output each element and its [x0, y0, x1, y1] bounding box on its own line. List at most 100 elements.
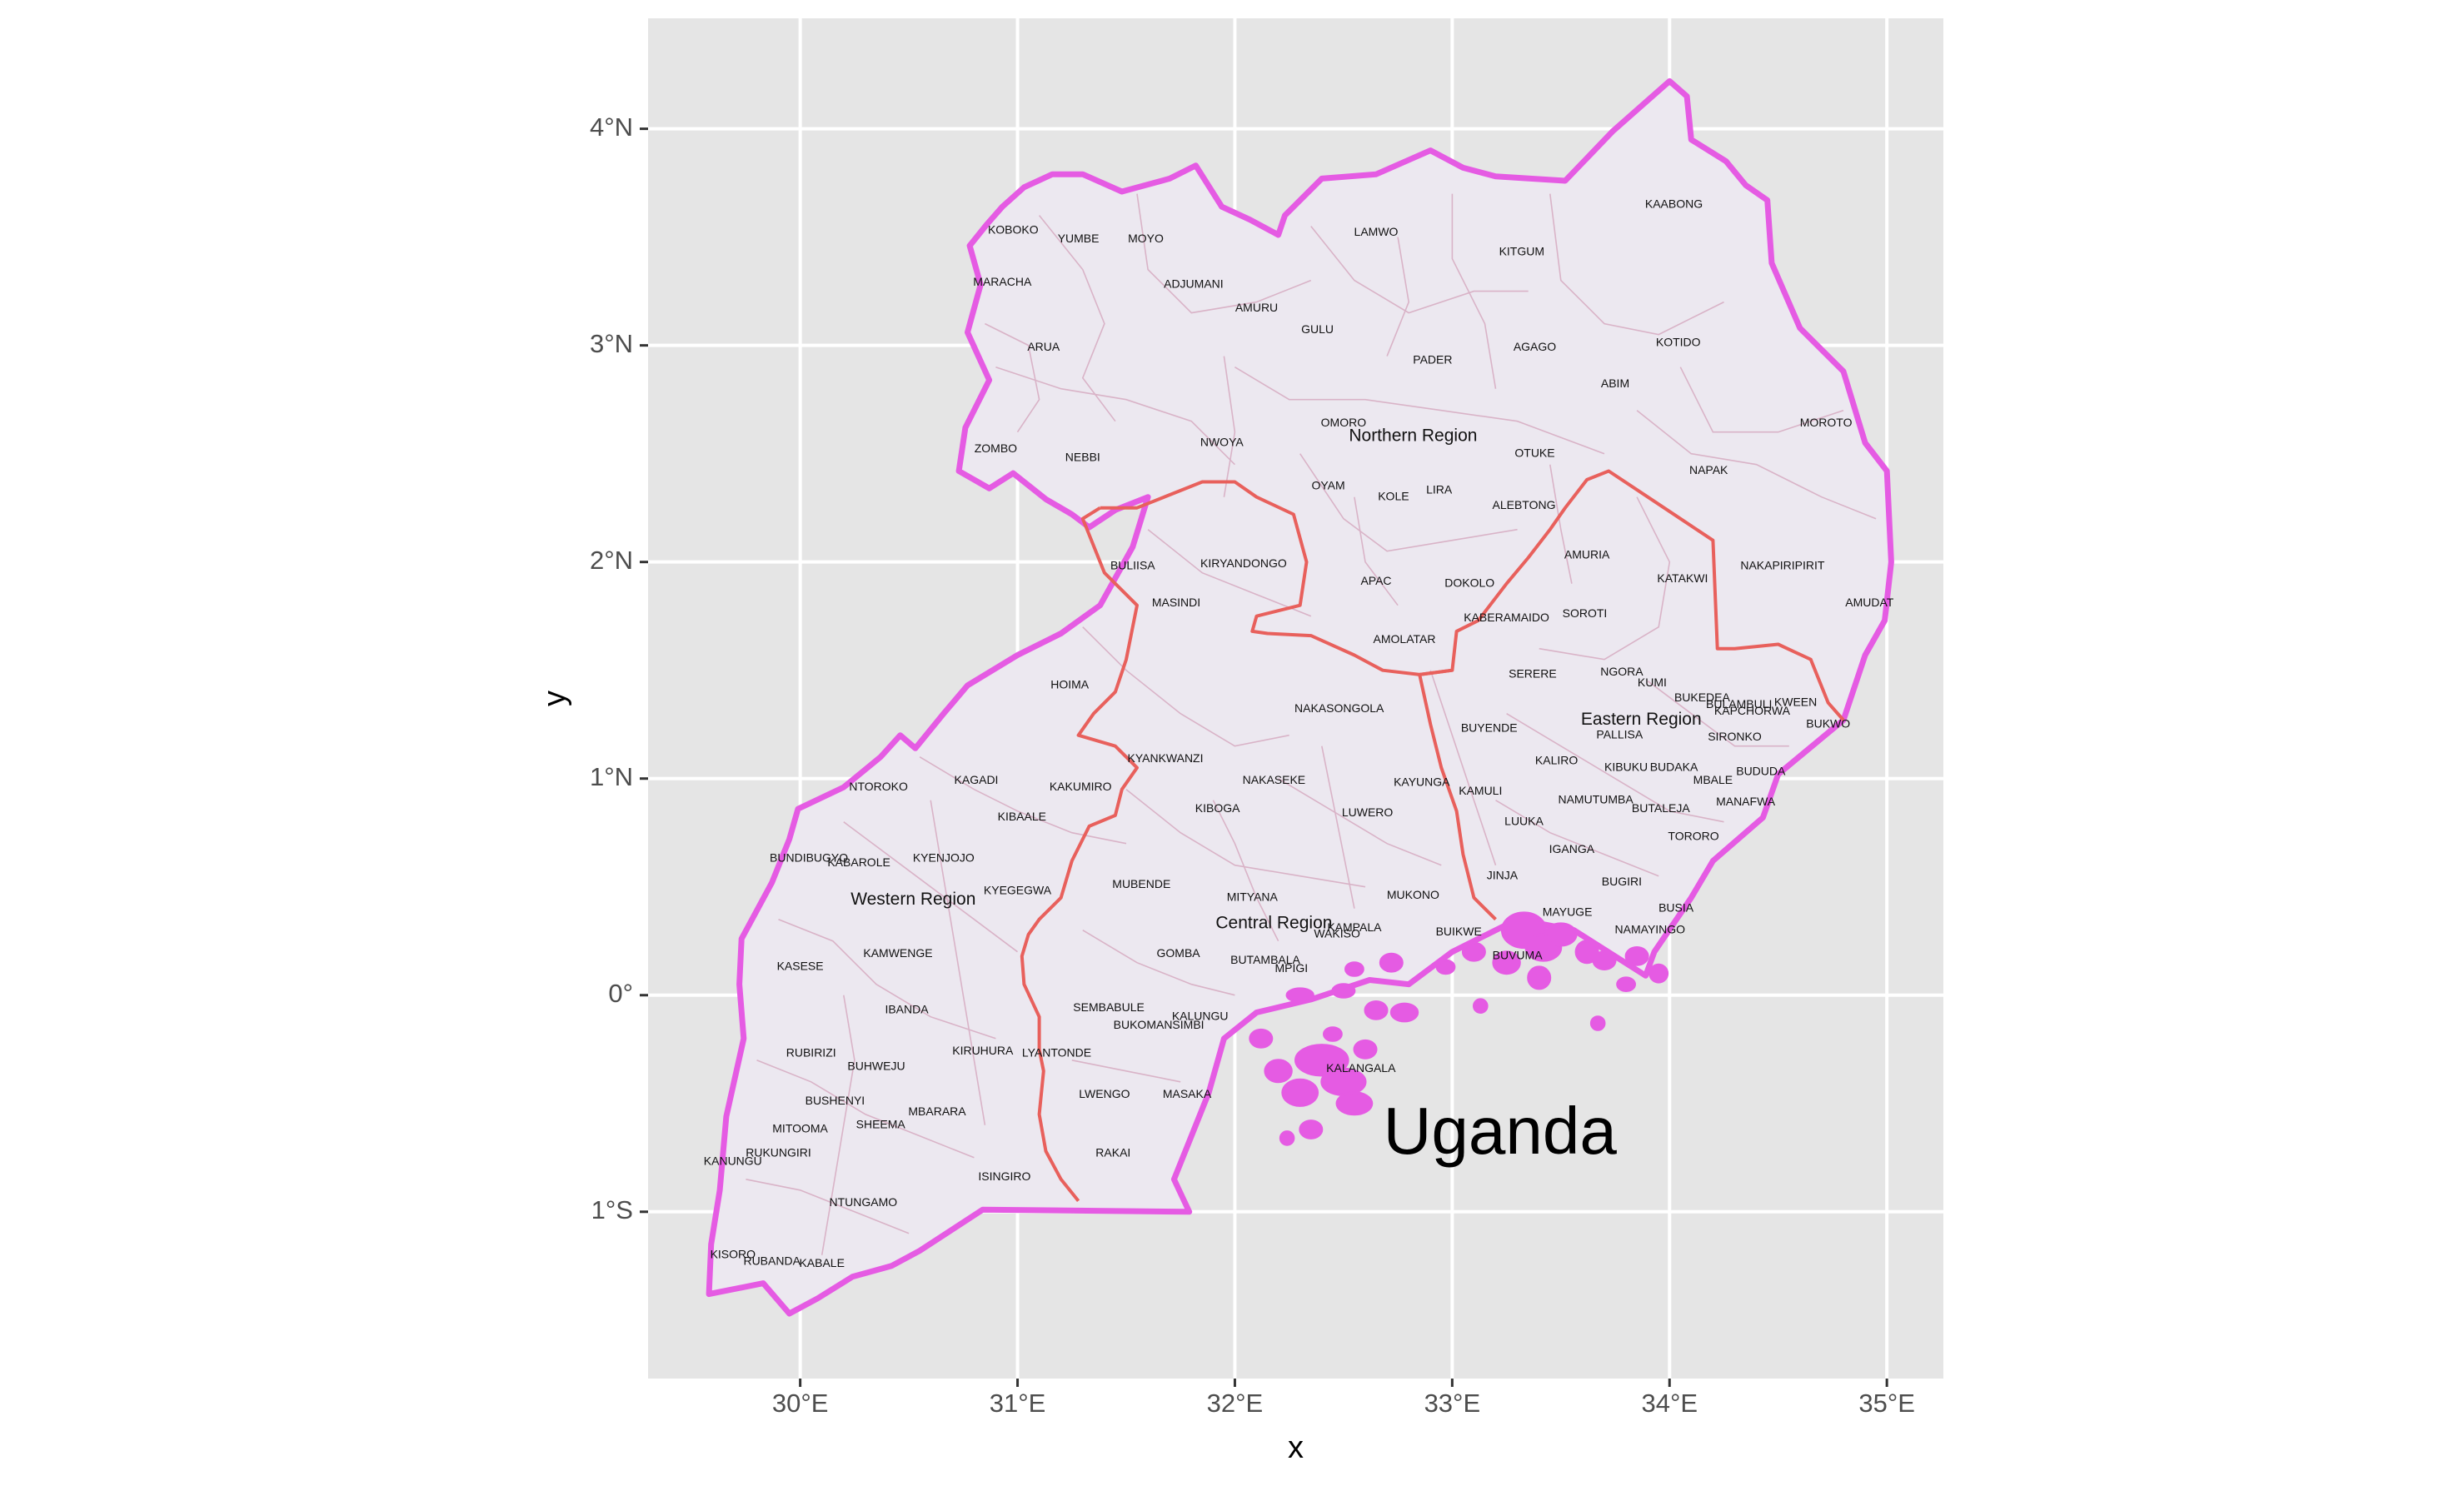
district-border — [1147, 529, 1312, 617]
y-axis: 4°N 3°N 2°N 1°N 0° 1°S — [590, 112, 648, 1224]
district-label: BUYENDE — [1461, 721, 1518, 735]
district-label: SHEEMA — [856, 1118, 906, 1131]
district-label: KALUNGU — [1172, 1009, 1229, 1022]
district-label: BUTAMBALA — [1230, 953, 1300, 966]
district-border — [1082, 626, 1289, 747]
district-label: BUNDIBUGYO — [770, 851, 848, 865]
island-shape — [1574, 940, 1599, 965]
y-tick-label: 4°N — [590, 112, 633, 142]
district-label: KABERAMAIDO — [1464, 611, 1549, 624]
district-label: KOBOKO — [988, 223, 1039, 237]
island-shape — [1249, 1028, 1274, 1049]
district-label: KYANKWANZI — [1127, 751, 1203, 765]
island-shape — [1589, 1015, 1606, 1031]
district-label: SIRONKO — [1708, 730, 1762, 743]
district-labels: KOBOKO YUMBE MOYO MARACHA ADJUMANI LAMWO KITGU… — [704, 197, 1894, 1269]
district-label: NAKASONGOLA — [1294, 701, 1384, 715]
x-axis: 30°E 31°E 32°E 33°E 34°E 35°E — [772, 1379, 1915, 1418]
district-border — [985, 322, 1040, 433]
district-label: YUMBE — [1058, 232, 1100, 245]
district-label: KIBUKU — [1604, 760, 1648, 773]
island-shape — [1527, 965, 1552, 990]
region-border — [1020, 506, 1139, 1203]
district-label: MITYANA — [1227, 890, 1279, 903]
district-label: BUSHENYI — [806, 1094, 865, 1107]
district-label: PADER — [1413, 353, 1452, 367]
region-border — [1100, 480, 1453, 676]
region-label: Central Region — [1215, 913, 1332, 932]
district-label: APAC — [1360, 574, 1391, 587]
island-shape — [1492, 950, 1521, 975]
district-borders — [746, 193, 1877, 1255]
district-label: AMURIA — [1564, 548, 1610, 561]
district-label: NWOYA — [1200, 435, 1244, 448]
district-label: NAKASEKE — [1243, 773, 1305, 786]
district-label: PALLISA — [1596, 727, 1643, 741]
district-label: IBANDA — [885, 1003, 929, 1016]
island-shape — [1648, 963, 1669, 984]
y-tick-label: 1°S — [591, 1195, 633, 1224]
x-tick-label: 33°E — [1424, 1389, 1481, 1418]
y-axis-title: y — [537, 691, 572, 706]
district-label: NAMAYINGO — [1615, 922, 1686, 935]
district-label: HOIMA — [1050, 678, 1090, 691]
district-label: MBARARA — [908, 1105, 966, 1118]
district-label: RUKUNGIRI — [746, 1145, 811, 1159]
district-label: MUKONO — [1387, 888, 1439, 901]
district-label: NAMUTUMBA — [1558, 792, 1634, 805]
district-border — [1071, 1060, 1181, 1083]
island-shape — [1379, 952, 1404, 973]
y-tick-label: 1°N — [590, 762, 633, 791]
district-border — [1636, 410, 1877, 520]
district-label: LIRA — [1426, 483, 1453, 496]
district-border — [930, 800, 986, 1125]
district-border — [1299, 453, 1518, 552]
district-label: KAABONG — [1645, 197, 1703, 210]
district-label: AGAGO — [1514, 340, 1556, 353]
island-shape — [1353, 1039, 1378, 1060]
island-shape — [1331, 983, 1356, 999]
district-border — [1549, 193, 1724, 336]
district-label: KYENJOJO — [913, 851, 975, 865]
district-label: KALIRO — [1535, 754, 1578, 767]
district-label: TORORO — [1668, 830, 1718, 843]
x-tick-label: 32°E — [1207, 1389, 1264, 1418]
district-label: RAKAI — [1095, 1145, 1130, 1159]
district-label: ADJUMANI — [1164, 277, 1224, 291]
district-label: KATAKWI — [1657, 571, 1708, 585]
district-label: KAGADI — [955, 773, 999, 786]
district-label: MASINDI — [1152, 596, 1200, 609]
district-label: GOMBA — [1157, 946, 1201, 960]
district-label: SERERE — [1509, 667, 1557, 681]
district-label: NTUNGAMO — [829, 1195, 897, 1209]
district-label: AMUDAT — [1845, 596, 1894, 609]
district-label: KWEEN — [1774, 695, 1817, 708]
district-label: BULIISA — [1110, 559, 1155, 572]
district-label: JINJA — [1487, 868, 1519, 881]
island-shape — [1624, 946, 1649, 966]
district-label: MASAKA — [1163, 1087, 1212, 1100]
district-label: MUBENDE — [1112, 877, 1170, 890]
district-label: BUDAKA — [1650, 760, 1698, 773]
region-borders — [1020, 469, 1845, 1203]
district-label: KIBAALE — [998, 810, 1046, 823]
island-shape — [1461, 941, 1486, 962]
country-label: Uganda — [1384, 1094, 1618, 1168]
district-label: LUUKA — [1504, 814, 1544, 827]
island-shape — [1616, 976, 1636, 992]
district-label: AMOLATAR — [1374, 632, 1436, 646]
district-label: ALEBTONG — [1493, 498, 1556, 511]
district-border — [1082, 930, 1235, 996]
district-border — [1278, 778, 1442, 866]
x-tick-label: 35°E — [1858, 1389, 1915, 1418]
district-border — [1125, 789, 1366, 888]
district-border — [746, 1179, 910, 1234]
island-shape — [1544, 922, 1578, 947]
district-border — [1310, 226, 1529, 314]
island-shape — [1323, 1026, 1343, 1042]
district-label: KAMPALA — [1327, 920, 1382, 934]
district-border — [1549, 464, 1573, 584]
district-label: MPIGI — [1274, 961, 1308, 975]
